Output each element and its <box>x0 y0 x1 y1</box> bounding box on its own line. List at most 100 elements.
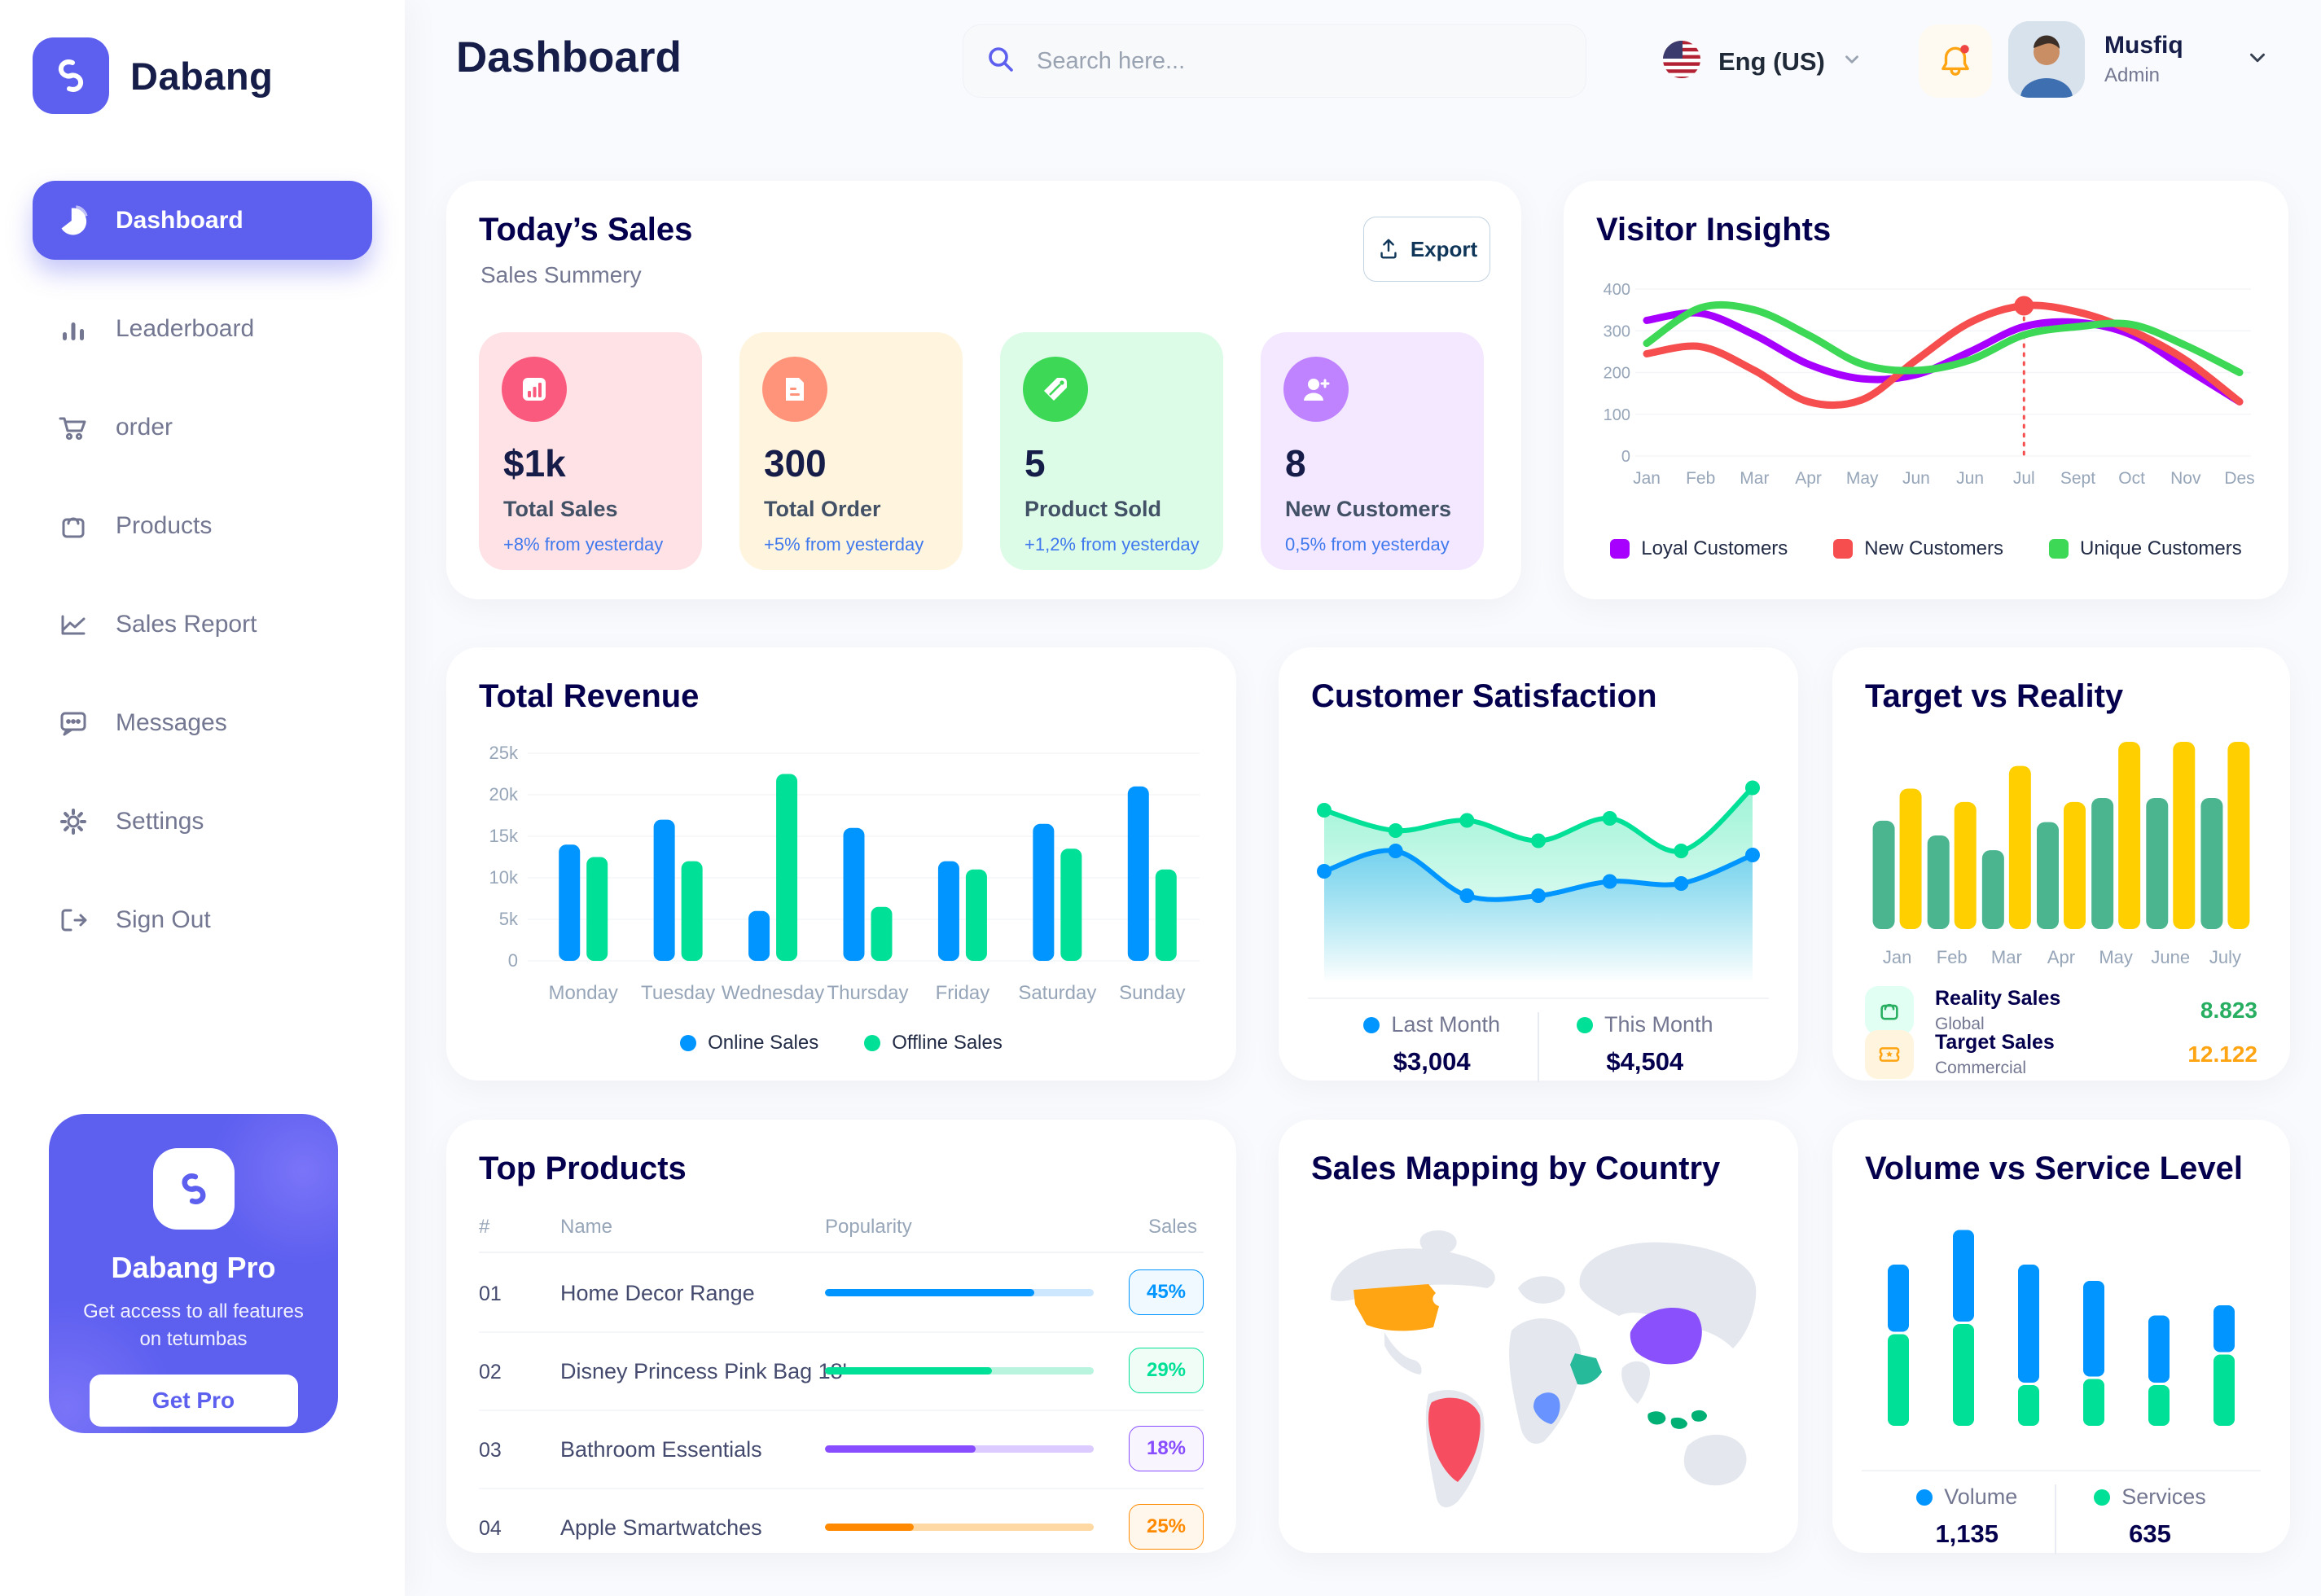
legend-dot <box>1577 1016 1593 1033</box>
pro-upsell-card: Dabang Pro Get access to all features on… <box>49 1114 338 1433</box>
sidebar-item-products[interactable]: Products <box>0 476 405 575</box>
total-revenue-card: Total Revenue 0 5k 10k 15k 20k 25k Monday Tuesd… <box>446 647 1236 1081</box>
export-button[interactable]: Export <box>1363 217 1490 282</box>
country-drc <box>1533 1392 1560 1424</box>
sales-mapping-title: Sales Mapping by Country <box>1311 1151 1721 1186</box>
svg-text:20k: 20k <box>489 784 519 805</box>
svg-text:Wednesday: Wednesday <box>722 982 824 1004</box>
notifications-button[interactable] <box>1919 24 1992 98</box>
target-vs-reality-card: Target vs Reality Jan Feb Mar Apr May June Jul… <box>1832 647 2290 1081</box>
sidebar-item-label: Sign Out <box>116 905 211 933</box>
visitor-insights-chart: 0 100 200 300 400 Jan Feb Mar Apr May Jun Jun Jul Sep… <box>1604 281 2255 488</box>
message-icon <box>55 705 91 741</box>
sidebar-item-dashboard[interactable]: Dashboard <box>33 181 372 260</box>
legend-dot <box>2094 1489 2111 1506</box>
col-header-sales: Sales <box>1147 1216 1197 1238</box>
legend-value: 635 <box>2129 1519 2171 1548</box>
total-revenue-chart: 0 5k 10k 15k 20k 25k Monday Tuesday Wednesday Thu… <box>489 743 1200 1004</box>
svg-text:25k: 25k <box>489 743 519 763</box>
svg-text:Des: Des <box>2224 469 2254 488</box>
legend-dot <box>1363 1016 1380 1033</box>
svg-text:10k: 10k <box>489 867 519 888</box>
svg-text:July: July <box>2209 947 2241 967</box>
sales-badge: 18% <box>1129 1426 1204 1471</box>
ticket-icon <box>1865 1030 1914 1079</box>
svg-text:Sept: Sept <box>2060 469 2095 488</box>
search-input[interactable] <box>1035 46 1527 76</box>
col-header-name: Name <box>560 1216 613 1238</box>
legend-dot <box>864 1035 881 1051</box>
table-row[interactable]: 02 Disney Princess Pink Bag 18' 29% <box>479 1333 1204 1411</box>
get-pro-button[interactable]: Get Pro <box>89 1375 298 1427</box>
sidebar-item-settings[interactable]: Settings <box>0 772 405 870</box>
legend-label: Services <box>2121 1484 2206 1509</box>
table-row[interactable]: 03 Bathroom Essentials 18% <box>479 1411 1204 1489</box>
table-row[interactable]: 01 Home Decor Range 45% <box>479 1255 1204 1333</box>
stat-card-total-order[interactable]: 300 Total Order +5% from yesterday <box>739 332 963 570</box>
country-china <box>1630 1308 1702 1365</box>
sidebar-item-order[interactable]: order <box>0 378 405 476</box>
legend-sublabel: Commercial <box>1935 1059 2027 1077</box>
svg-text:Jan: Jan <box>1633 469 1661 488</box>
svg-text:May: May <box>2099 947 2133 967</box>
sidebar-nav: Dashboard Leaderboard order Products <box>0 181 405 969</box>
todays-sales-subtitle: Sales Summery <box>480 262 642 287</box>
target-vs-reality-chart: Jan Feb Mar Apr May June July <box>1872 742 2250 967</box>
bell-icon <box>1941 45 1969 76</box>
stat-card-product-sold[interactable]: 5 Product Sold +1,2% from yesterday <box>1000 332 1223 570</box>
legend-dot <box>680 1035 697 1051</box>
sidebar-item-label: Settings <box>116 807 204 835</box>
pie-chart-icon <box>55 203 91 239</box>
product-name: Disney Princess Pink Bag 18' <box>560 1359 847 1383</box>
svg-text:Mar: Mar <box>1740 469 1769 488</box>
stat-value: 5 <box>1024 442 1046 484</box>
stat-delta: +1,2% from yesterday <box>1024 534 1200 555</box>
language-selector[interactable]: Eng (US) <box>1661 39 1863 84</box>
stat-card-total-sales[interactable]: $1k Total Sales +8% from yesterday <box>479 332 702 570</box>
stat-delta: +8% from yesterday <box>503 534 664 555</box>
dabang-pro-logo-icon <box>152 1148 235 1230</box>
sidebar-item-label: Messages <box>116 708 227 736</box>
table-header: # Name Popularity Sales <box>479 1216 1204 1252</box>
col-header-number: # <box>479 1216 490 1238</box>
reality-sales-legend-row: Reality Sales Global 8.823 <box>1865 980 2257 1041</box>
svg-text:Tuesday: Tuesday <box>641 982 715 1004</box>
divider <box>1862 1470 2261 1471</box>
search-bar[interactable] <box>963 24 1586 98</box>
svg-text:Jul: Jul <box>2013 469 2035 488</box>
row-number: 01 <box>479 1282 502 1305</box>
sidebar-item-messages[interactable]: Messages <box>0 673 405 772</box>
legend-label: Last Month <box>1391 1012 1500 1037</box>
sidebar-item-sign-out[interactable]: Sign Out <box>0 870 405 969</box>
world-map <box>1330 1230 1757 1508</box>
stat-label: New Customers <box>1285 497 1452 521</box>
legend-swatch <box>1610 539 1630 559</box>
sidebar-item-sales-report[interactable]: Sales Report <box>0 575 405 673</box>
svg-text:15k: 15k <box>489 826 519 846</box>
sales-badge: 25% <box>1129 1504 1204 1550</box>
divider <box>1308 998 1769 999</box>
legend-label: Loyal Customers <box>1641 537 1788 559</box>
stat-card-new-customers[interactable]: 8 New Customers 0,5% from yesterday <box>1261 332 1484 570</box>
legend-label: Online Sales <box>708 1032 819 1054</box>
export-icon <box>1380 239 1397 259</box>
volume-service-card: Volume vs Service Level Volume 1,135 Ser… <box>1832 1120 2290 1554</box>
profile-menu[interactable]: Musfiq Admin <box>2008 21 2270 98</box>
volume-service-chart <box>1888 1230 2235 1426</box>
sidebar-item-label: order <box>116 413 173 441</box>
shopping-bag-icon <box>1865 986 1914 1035</box>
svg-text:Jan: Jan <box>1883 947 1911 967</box>
svg-text:Sunday: Sunday <box>1119 982 1185 1004</box>
sidebar-item-label: Dashboard <box>116 206 244 234</box>
customer-satisfaction-title: Customer Satisfaction <box>1311 678 1657 714</box>
brand-name: Dabang <box>130 54 274 98</box>
todays-sales-card: Today’s Sales Sales Summery Export $1k T… <box>446 181 1521 599</box>
country-brazil <box>1428 1397 1481 1482</box>
table-row[interactable]: 04 Apple Smartwatches 25% <box>479 1489 1204 1568</box>
stat-label: Total Order <box>764 497 881 521</box>
legend-value: $4,504 <box>1606 1047 1684 1076</box>
sidebar-item-leaderboard[interactable]: Leaderboard <box>0 279 405 378</box>
sales-badge: 45% <box>1129 1269 1204 1315</box>
legend-value: 12.122 <box>2187 1041 2257 1067</box>
